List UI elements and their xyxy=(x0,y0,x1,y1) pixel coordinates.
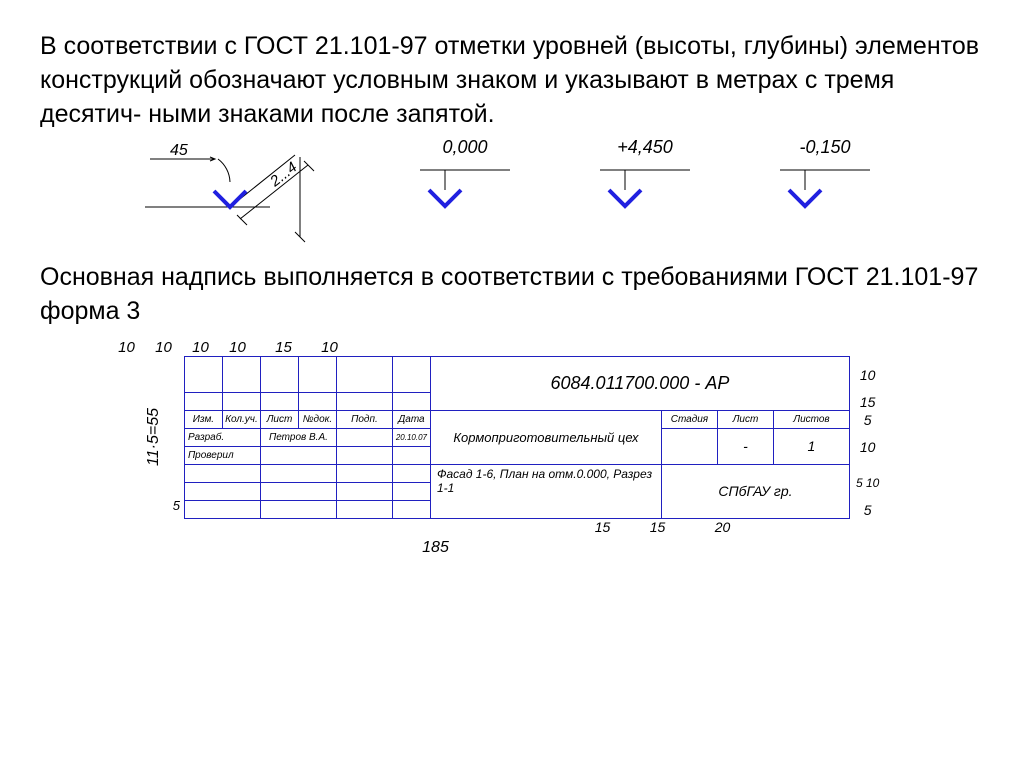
dim-br-2: 20 xyxy=(685,519,760,535)
level-mark-1: +4,450 xyxy=(590,137,700,212)
level-mark-svg-1 xyxy=(590,162,700,212)
level-mark-0: 0,000 xyxy=(410,137,520,212)
level-mark-svg-0 xyxy=(410,162,520,212)
dim-top-2: 10 xyxy=(182,339,219,356)
dim-top-0: 10 xyxy=(108,339,145,356)
hdr-izm: Изм. xyxy=(184,410,222,428)
dim-top-4: 15 xyxy=(256,339,311,356)
gost-paragraph-1: В соответствии с ГОСТ 21.101-97 отметки … xyxy=(40,30,984,131)
dim-right-col: 10 15 5 10 5 10 5 xyxy=(856,357,879,519)
total-width-dim: 185 xyxy=(108,539,763,557)
dim-r-0: 10 xyxy=(856,357,879,393)
title-block-diagram: 10 10 10 10 15 10 11·5=55 5 6084.011700.… xyxy=(40,339,984,557)
hdr-data: Дата xyxy=(392,410,430,428)
dim-r-4: 5 10 xyxy=(856,465,879,501)
dim-2-4-label: 2...4 xyxy=(266,159,300,191)
level-label-2: -0,150 xyxy=(799,137,850,158)
level-mark-2: -0,150 xyxy=(770,137,880,212)
date-0: 20.10.07 xyxy=(392,428,430,446)
angle-45-label: 45 xyxy=(170,142,188,159)
height-dim-label: 11·5=55 xyxy=(145,408,163,466)
org-name: СПбГАУ гр. xyxy=(661,464,849,518)
dim-bottom-right: 15 15 20 xyxy=(575,519,984,535)
role-razrab: Разраб. xyxy=(184,428,260,446)
hdr-podp: Подп. xyxy=(336,410,392,428)
doc-name: Фасад 1-6, План на отм.0.000, Разрез 1-1 xyxy=(430,464,661,518)
hdr-kol: Кол.уч. xyxy=(222,410,260,428)
stage-hdr: Стадия xyxy=(661,410,717,428)
project-name: Кормоприготовительный цех xyxy=(430,410,661,464)
dim-top-row: 10 10 10 10 15 10 xyxy=(108,339,984,356)
dim-r-3: 10 xyxy=(856,429,879,465)
level-marks-row: 45 2...4 0,000 xyxy=(120,137,984,247)
role-proveril: Проверил xyxy=(184,446,260,464)
sheets-val: 1 xyxy=(773,428,849,464)
level-label-1: +4,450 xyxy=(617,137,673,158)
gost-paragraph-2: Основная надпись выполняется в соответст… xyxy=(40,261,984,329)
dim-top-5: 10 xyxy=(311,339,348,356)
dim-top-1: 10 xyxy=(145,339,182,356)
level-construction-svg: 45 2...4 xyxy=(120,137,340,247)
sheets-hdr: Листов xyxy=(773,410,849,428)
dim-r-1: 15 xyxy=(856,393,879,411)
sheet-hdr: Лист xyxy=(717,410,773,428)
dim-top-3: 10 xyxy=(219,339,256,356)
dim-br-1: 15 xyxy=(630,519,685,535)
hdr-ndok: №док. xyxy=(298,410,336,428)
dim-br-0: 15 xyxy=(575,519,630,535)
name-petrov: Петров В.А. xyxy=(260,428,336,446)
sheet-val: - xyxy=(717,428,773,464)
dim-r-5: 5 xyxy=(856,501,879,519)
doc-code: 6084.011700.000 - АР xyxy=(430,356,849,410)
title-block-table: 6084.011700.000 - АР Изм. Кол.уч. Лист №… xyxy=(184,356,850,519)
level-label-0: 0,000 xyxy=(442,137,487,158)
level-construction-detail: 45 2...4 xyxy=(120,137,340,247)
dim-r-2: 5 xyxy=(856,411,879,429)
hdr-list: Лист xyxy=(260,410,298,428)
level-mark-svg-2 xyxy=(770,162,880,212)
small-5-label: 5 xyxy=(173,498,180,513)
